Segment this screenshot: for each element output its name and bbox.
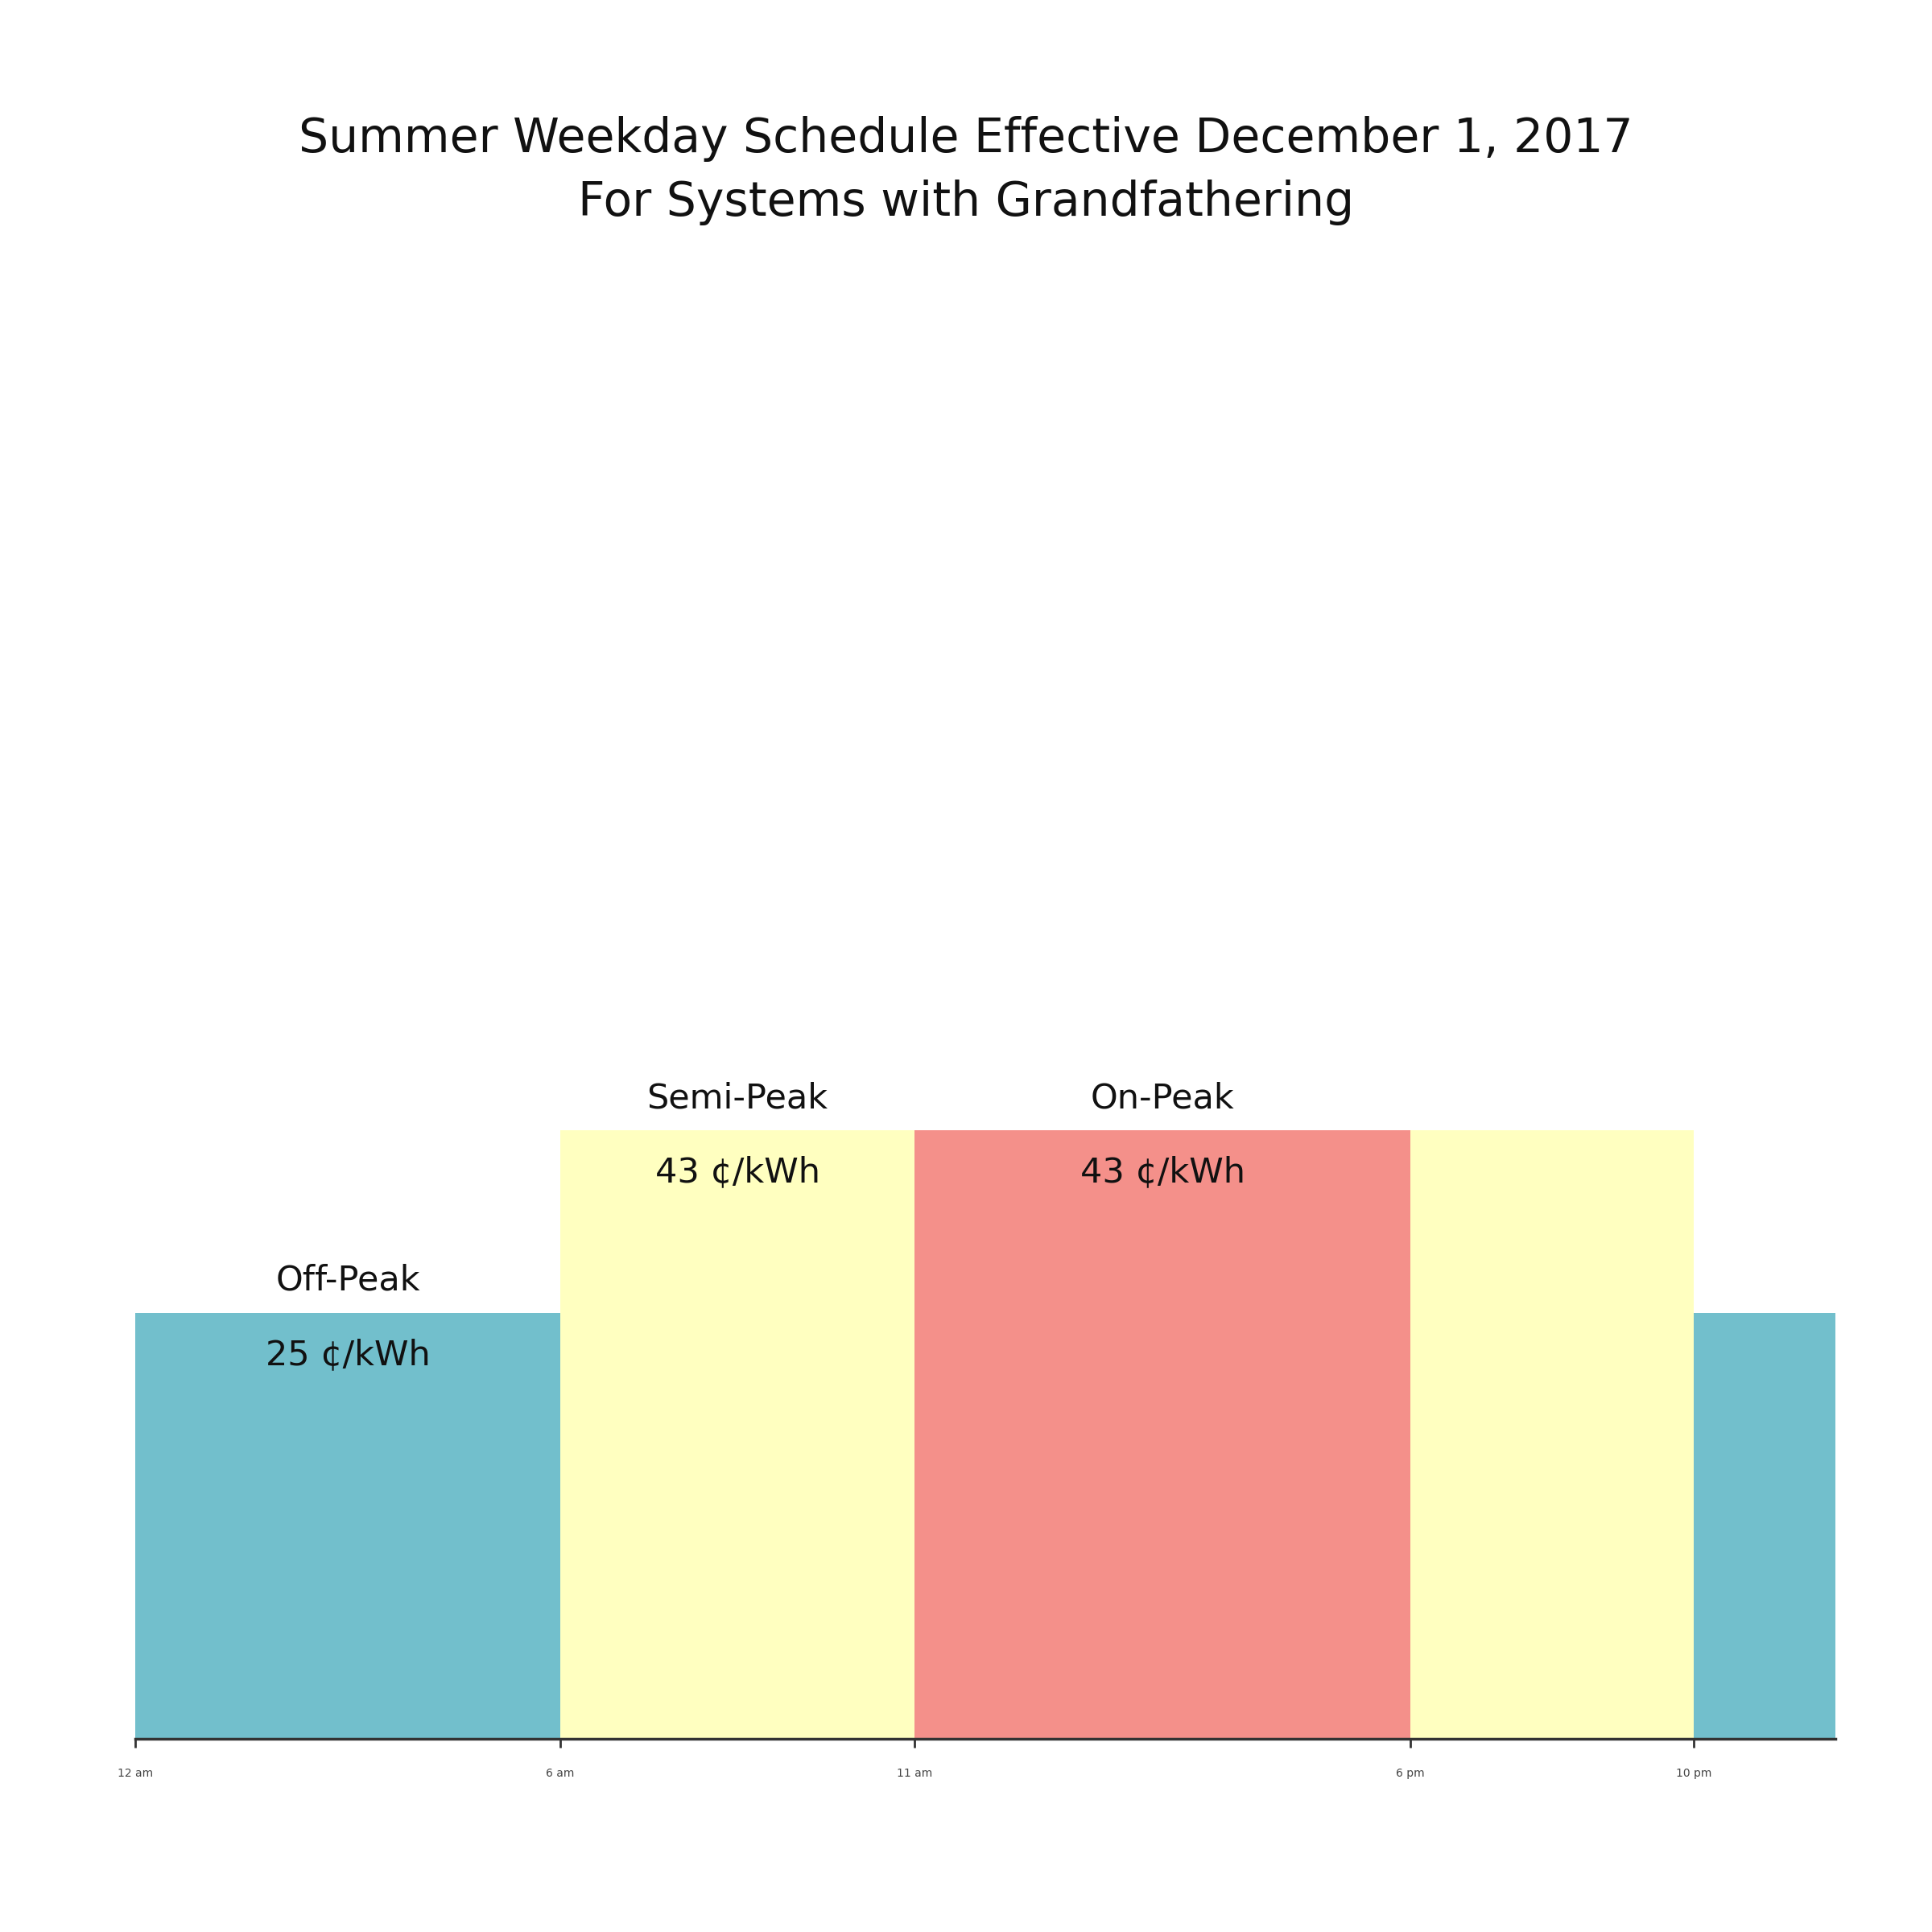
Bar (560, 1130, 914, 1739)
Text: Off-Peak: Off-Peak (276, 1264, 419, 1298)
Text: 25 ¢/kWh: 25 ¢/kWh (265, 1339, 431, 1372)
Bar (1694, 1314, 1835, 1739)
Text: Summer Weekday Schedule Effective December 1, 2017
For Systems with Grandfatheri: Summer Weekday Schedule Effective Decemb… (299, 116, 1633, 226)
Text: 43 ¢/kWh: 43 ¢/kWh (655, 1155, 819, 1190)
Text: Semi-Peak: Semi-Peak (647, 1082, 829, 1115)
Bar (1410, 1130, 1694, 1739)
Text: 43 ¢/kWh: 43 ¢/kWh (1080, 1155, 1244, 1190)
Bar (135, 1314, 560, 1739)
Text: On-Peak: On-Peak (1090, 1082, 1235, 1115)
Bar (914, 1130, 1410, 1739)
